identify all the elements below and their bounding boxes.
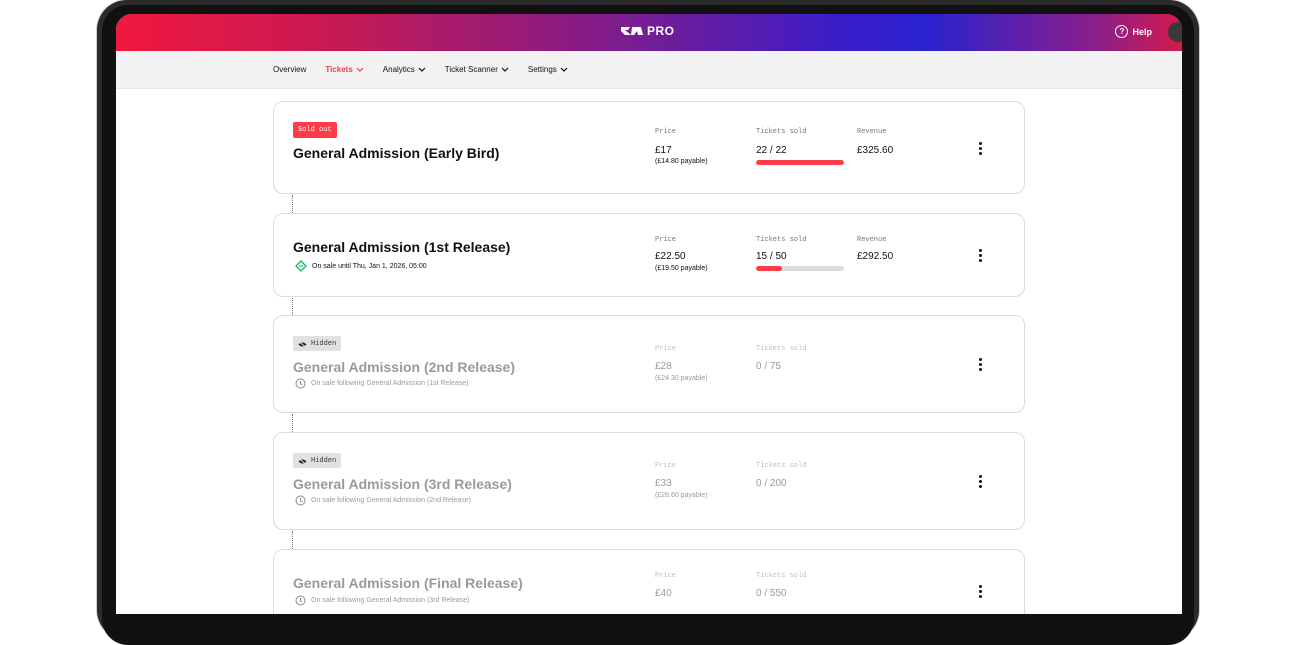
sold-progress-fill [756, 160, 844, 165]
tickets-sold-value: 0 / 550 [756, 588, 787, 599]
ticket-card[interactable]: Hidden General Admission (2nd Release) O… [273, 315, 1025, 413]
price-value: £22.50 [655, 251, 686, 262]
revenue-value: £325.60 [857, 145, 894, 156]
help-button[interactable]: ? Help [1115, 25, 1152, 38]
ticket-title: General Admission (3rd Release) [293, 476, 512, 492]
status-text: On sale until Thu, Jan 1, 2026, 05:00 [312, 262, 427, 270]
revenue-label: Revenue [857, 128, 887, 136]
tab-ticket-scanner[interactable]: Ticket Scanner [445, 65, 509, 74]
payable-value: (£19.50 payable) [655, 265, 708, 272]
tickets-sold-value: 22 / 22 [756, 145, 787, 156]
price-label: Price [655, 236, 677, 244]
tab-overview[interactable]: Overview [273, 65, 306, 74]
tickets-sold-value: 0 / 75 [756, 361, 782, 372]
ticket-status: On sale following General Admission (2nd… [295, 495, 471, 506]
eye-off-icon [298, 457, 307, 465]
clock-icon [295, 595, 306, 606]
nav-tabs: Overview Tickets Analytics Ticket Scanne… [273, 65, 568, 74]
ticket-status: On sale following General Admission (3rd… [295, 595, 469, 606]
status-text: On sale following General Admission (2nd… [311, 497, 471, 504]
price-value: £33 [655, 478, 672, 489]
price-label: Price [655, 128, 677, 136]
ticket-title: General Admission (Early Bird) [293, 145, 500, 161]
card-connector [292, 298, 293, 315]
payable-value: (£28.60 payable) [655, 492, 708, 499]
help-label: Help [1132, 26, 1152, 37]
chevron-down-icon [418, 67, 426, 72]
price-value: £28 [655, 361, 672, 372]
sold-progress-bar [756, 266, 844, 271]
more-options-icon[interactable] [979, 249, 983, 262]
chevron-down-icon [356, 67, 364, 72]
card-connector [292, 414, 293, 432]
tickets-sold-value: 0 / 200 [756, 478, 787, 489]
price-value: £40 [655, 588, 672, 599]
payable-value: (£14.80 payable) [655, 158, 708, 165]
tickets-sold-label: Tickets sold [756, 128, 807, 136]
tab-tickets[interactable]: Tickets [325, 65, 364, 74]
tag-icon [295, 260, 307, 272]
ticket-card[interactable]: Hidden General Admission (3rd Release) O… [273, 432, 1025, 530]
more-options-icon[interactable] [979, 142, 983, 155]
price-label: Price [655, 462, 677, 470]
eye-off-icon [298, 340, 307, 348]
card-connector [292, 195, 293, 213]
card-connector [292, 531, 293, 549]
top-bar: PRO ? Help [116, 14, 1182, 51]
ra-logo-icon [621, 27, 643, 35]
tab-label: Overview [273, 65, 307, 74]
ticket-card[interactable]: General Admission (1st Release) On sale … [273, 213, 1025, 297]
more-options-icon[interactable] [979, 358, 983, 371]
more-options-icon[interactable] [979, 475, 983, 488]
ticket-title: General Admission (1st Release) [293, 239, 511, 255]
sold-progress-bar [756, 160, 844, 165]
sold-progress-fill [756, 266, 783, 271]
chevron-down-icon [501, 67, 509, 72]
hidden-badge: Hidden [293, 336, 342, 351]
clock-icon [295, 378, 306, 389]
payable-value: (£24.30 payable) [655, 375, 708, 382]
clock-icon [295, 495, 306, 506]
tickets-sold-label: Tickets sold [756, 345, 807, 353]
price-label: Price [655, 572, 677, 580]
tab-label: Ticket Scanner [444, 65, 498, 74]
tab-analytics[interactable]: Analytics [383, 65, 426, 74]
ticket-title: General Admission (2nd Release) [293, 359, 515, 375]
more-options-icon[interactable] [979, 585, 983, 598]
help-icon: ? [1115, 25, 1129, 38]
status-text: On sale following General Admission (3rd… [311, 597, 470, 604]
ticket-status: On sale until Thu, Jan 1, 2026, 05:00 [295, 260, 427, 272]
tab-label: Tickets [325, 65, 353, 74]
logo-text: PRO [647, 24, 675, 38]
ticket-title: General Admission (Final Release) [293, 575, 523, 591]
tab-label: Settings [527, 65, 557, 74]
app-screen: PRO ? Help Overview Tickets Analytics Ti… [116, 14, 1182, 614]
price-label: Price [655, 345, 677, 353]
chevron-down-icon [560, 67, 568, 72]
status-text: On sale following General Admission (1st… [311, 380, 469, 387]
avatar[interactable] [1168, 22, 1182, 42]
revenue-value: £292.50 [857, 251, 894, 262]
tab-label: Analytics [382, 65, 415, 74]
tickets-sold-label: Tickets sold [756, 236, 807, 244]
brand-logo[interactable]: PRO [620, 24, 675, 38]
ticket-status: On sale following General Admission (1st… [295, 378, 469, 389]
ticket-card[interactable]: Sold out General Admission (Early Bird) … [273, 101, 1025, 194]
hidden-badge: Hidden [293, 453, 342, 468]
tickets-sold-label: Tickets sold [756, 572, 807, 580]
ticket-card[interactable]: General Admission (Final Release) On sal… [273, 549, 1025, 614]
tab-settings[interactable]: Settings [528, 65, 568, 74]
sold-out-badge: Sold out [293, 122, 337, 138]
hidden-label: Hidden [311, 340, 337, 348]
tickets-sold-value: 15 / 50 [756, 251, 787, 262]
hidden-label: Hidden [311, 457, 337, 465]
revenue-label: Revenue [857, 236, 887, 244]
tickets-sold-label: Tickets sold [756, 462, 807, 470]
sub-nav: Overview Tickets Analytics Ticket Scanne… [116, 51, 1182, 89]
price-value: £17 [655, 145, 672, 156]
